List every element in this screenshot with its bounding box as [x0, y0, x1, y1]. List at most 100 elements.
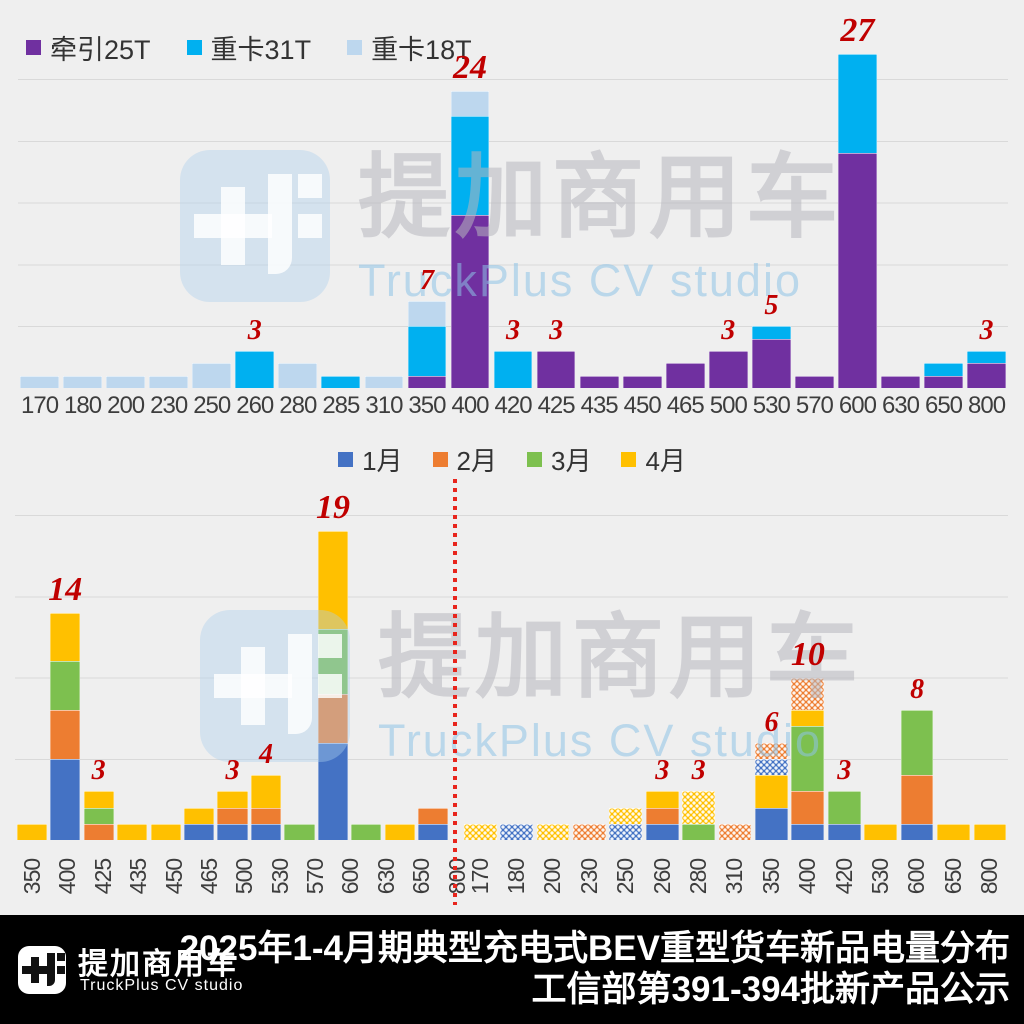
legend-swatch [347, 40, 362, 55]
bar-600 [838, 54, 877, 388]
bar-570 [795, 376, 834, 388]
bar-segment [791, 726, 824, 791]
bar-slot-200 [104, 376, 147, 388]
bar-435 [117, 824, 147, 840]
bar-segment [184, 808, 214, 824]
chart-title: 2025年1-4月期典型充电式BEV重型货车新品电量分布 工信部第391-394… [180, 928, 1010, 1010]
bar-slot-570 [793, 376, 836, 388]
bar-segment [117, 824, 147, 840]
bar-slot-280: 3 [680, 791, 716, 840]
bar-slot-170 [18, 376, 61, 388]
bar-segment [967, 351, 1006, 363]
data-label: 4 [259, 739, 273, 771]
bar-segment [752, 339, 791, 388]
bar-segment [418, 808, 448, 824]
axis-label-350: 350 [753, 845, 789, 907]
legend-label: 重卡31T [211, 28, 312, 67]
legend-item-2月: 2月 [433, 441, 497, 478]
bar-800 [967, 351, 1006, 388]
bar-slot-180 [61, 376, 104, 388]
bar-segment [609, 824, 642, 840]
bar-segment [63, 376, 102, 388]
bar-slot-420: 3 [492, 351, 535, 388]
axis-label-350: 350 [405, 392, 448, 420]
legend-swatch [26, 40, 41, 55]
bar-segment [284, 824, 314, 840]
bar-slot-420: 3 [826, 791, 862, 840]
bar-segment [791, 710, 824, 726]
axis-label-500: 500 [227, 845, 262, 907]
bottom-chart-bars: 1433419 3361038 [15, 515, 1008, 840]
axis-label-170: 170 [462, 845, 498, 907]
data-label: 3 [549, 315, 563, 347]
bar-350 [408, 301, 447, 388]
bar-170 [464, 824, 497, 840]
data-label: 3 [506, 315, 520, 347]
bar-segment [278, 363, 317, 388]
legend-label: 3月 [551, 441, 591, 478]
bar-segment [828, 824, 861, 840]
axis-label-650: 650 [922, 392, 965, 420]
bar-285 [321, 376, 360, 388]
axis-label-800: 800 [972, 845, 1008, 907]
bar-segment [791, 791, 824, 824]
bar-segment [20, 376, 59, 388]
data-label: 3 [248, 315, 262, 347]
data-label: 14 [48, 571, 82, 609]
bar-segment [537, 824, 570, 840]
legend-label: 4月 [645, 441, 685, 478]
bar-slot-800: 3 [965, 351, 1008, 388]
data-label: 19 [316, 489, 350, 527]
bottom-chart-plot: 1433419 3361038 [15, 515, 1008, 840]
bar-600 [318, 531, 348, 840]
bar-segment [50, 710, 80, 759]
bar-230 [149, 376, 188, 388]
bar-slot-260: 3 [644, 791, 680, 840]
month-legend: 1月2月3月4月 [0, 441, 1024, 478]
bar-slot-350 [15, 824, 48, 840]
bar-segment [937, 824, 970, 840]
bar-slot-425: 3 [82, 791, 115, 840]
bar-segment [418, 824, 448, 840]
bar-570 [284, 824, 314, 840]
bar-segment [709, 351, 748, 388]
bar-800 [418, 808, 448, 841]
bar-segment [795, 376, 834, 388]
axis-label-500: 500 [707, 392, 750, 420]
legend-label: 牵引25T [50, 28, 151, 67]
bar-segment [217, 791, 247, 807]
axis-label-400: 400 [448, 392, 491, 420]
bar-420 [828, 791, 861, 840]
data-label: 27 [840, 12, 874, 50]
data-label: 3 [655, 755, 669, 787]
bar-slot-180 [498, 824, 534, 840]
bar-180 [63, 376, 102, 388]
bar-slot-650 [383, 824, 416, 840]
bar-segment [106, 376, 145, 388]
bar-segment [84, 808, 114, 824]
bar-segment [494, 351, 533, 388]
bar-slot-530: 4 [249, 775, 282, 840]
bar-450 [623, 376, 662, 388]
bar-530 [864, 824, 897, 840]
bar-segment [149, 376, 188, 388]
axis-label-350: 350 [15, 845, 50, 907]
axis-label-600: 600 [333, 845, 368, 907]
axis-label-200: 200 [535, 845, 571, 907]
bar-slot-630 [350, 824, 383, 840]
bar-segment [791, 824, 824, 840]
bar-segment [901, 824, 934, 840]
bar-425 [84, 791, 114, 840]
infographic-canvas: 牵引25T重卡31T重卡18T 37243335273 170180200230… [0, 0, 1024, 1024]
bar-slot-400: 10 [790, 678, 826, 841]
data-label: 10 [791, 636, 825, 674]
bar-slot-800 [972, 824, 1008, 840]
data-label: 3 [721, 315, 735, 347]
bar-170 [20, 376, 59, 388]
bar-segment [500, 824, 533, 840]
axis-label-570: 570 [298, 845, 333, 907]
bar-slot-400: 24 [448, 91, 491, 388]
axis-label-400: 400 [50, 845, 85, 907]
bar-310 [719, 824, 752, 840]
bar-slot-600: 27 [836, 54, 879, 388]
